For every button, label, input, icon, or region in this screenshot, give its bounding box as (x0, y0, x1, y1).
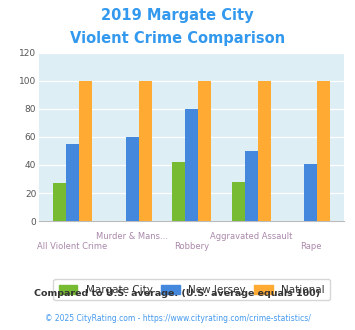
Bar (172, 162, 185, 221)
Bar (79, 81, 92, 221)
Bar (258, 81, 271, 221)
Legend: Margate City, New Jersey, National: Margate City, New Jersey, National (54, 280, 330, 300)
Bar (304, 164, 317, 221)
Text: Violent Crime Comparison: Violent Crime Comparison (70, 31, 285, 46)
Bar (66, 144, 79, 221)
Text: Aggravated Assault: Aggravated Assault (210, 232, 293, 241)
Bar (231, 182, 245, 221)
Text: Robbery: Robbery (174, 242, 209, 251)
Bar (53, 183, 66, 221)
Text: Rape: Rape (300, 242, 322, 251)
Text: © 2025 CityRating.com - https://www.cityrating.com/crime-statistics/: © 2025 CityRating.com - https://www.city… (45, 314, 310, 323)
Bar (185, 109, 198, 221)
Bar (245, 151, 258, 221)
Bar (198, 81, 211, 221)
Text: All Violent Crime: All Violent Crime (38, 242, 108, 251)
Bar (126, 137, 139, 221)
Text: Murder & Mans...: Murder & Mans... (96, 232, 168, 241)
Text: Compared to U.S. average. (U.S. average equals 100): Compared to U.S. average. (U.S. average … (34, 289, 321, 298)
Bar (139, 81, 152, 221)
Text: 2019 Margate City: 2019 Margate City (101, 8, 254, 23)
Bar (317, 81, 331, 221)
